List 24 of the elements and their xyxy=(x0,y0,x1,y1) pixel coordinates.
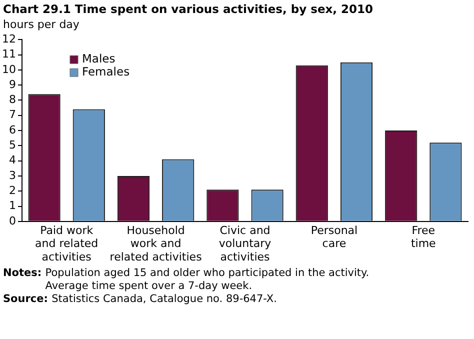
source-note: Source: Statistics Canada, Catalogue no. 89-647-X. xyxy=(3,293,277,306)
x-tick-label: Civic and voluntary activities xyxy=(218,224,272,264)
y-tick-label: 4 xyxy=(8,154,16,167)
x-tick-label: Personal care xyxy=(310,224,358,250)
x-tick-label: Household work and related activities xyxy=(110,224,202,264)
legend-label: Females xyxy=(82,64,130,79)
text: Notes: Population aged 15 and older who participated in the activity. Average time spent over a 7-day week. xyxy=(3,267,370,293)
x-tick-label: Free time xyxy=(410,224,436,250)
legend-label: Males xyxy=(82,52,116,66)
y-axis-title: hours per day xyxy=(3,18,80,31)
y-tick-label: 5 xyxy=(8,138,16,152)
x-tick-label: Paid work and related activities xyxy=(35,224,98,264)
y-tick-label: 1 xyxy=(8,199,16,212)
y-tick-label: 7 xyxy=(8,108,16,122)
y-tick-label: 0 xyxy=(8,214,16,228)
chart-title: Chart 29.1 Time spent on various activities, by sex, 2010 xyxy=(3,2,374,16)
y-tick-label: 3 xyxy=(8,168,16,182)
y-tick-label: 12 xyxy=(2,32,16,46)
y-tick-label: 6 xyxy=(8,123,16,136)
y-tick-label: 9 xyxy=(8,78,16,91)
y-tick-label: 8 xyxy=(8,93,16,106)
y-tick-label: 11 xyxy=(2,48,16,61)
y-tick-label: 2 xyxy=(8,184,16,197)
y-tick-label: 10 xyxy=(2,62,16,76)
